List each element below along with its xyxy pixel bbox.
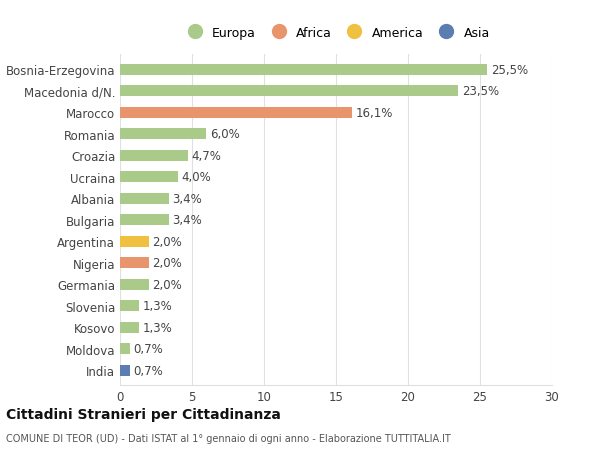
Bar (120, 151, 188, 161)
Text: 23,5%: 23,5% (462, 85, 499, 98)
Text: 3,4%: 3,4% (173, 192, 202, 205)
Text: 4,0%: 4,0% (181, 171, 211, 184)
Text: 1,3%: 1,3% (142, 300, 172, 313)
Bar (120, 172, 178, 183)
Text: 2,0%: 2,0% (152, 278, 182, 291)
Text: 2,0%: 2,0% (152, 235, 182, 248)
Bar (120, 194, 169, 204)
Text: COMUNE DI TEOR (UD) - Dati ISTAT al 1° gennaio di ogni anno - Elaborazione TUTTI: COMUNE DI TEOR (UD) - Dati ISTAT al 1° g… (6, 433, 451, 442)
Text: 0,7%: 0,7% (134, 342, 163, 356)
Text: 25,5%: 25,5% (491, 64, 528, 77)
Bar (120, 236, 149, 247)
Bar (120, 65, 487, 75)
Bar (120, 344, 130, 354)
Text: 16,1%: 16,1% (355, 106, 393, 119)
Legend: Europa, Africa, America, Asia: Europa, Africa, America, Asia (177, 22, 495, 45)
Bar (120, 86, 458, 97)
Bar (120, 301, 139, 312)
Bar (120, 108, 352, 118)
Text: 1,3%: 1,3% (142, 321, 172, 334)
Bar (120, 129, 206, 140)
Bar (120, 280, 149, 290)
Bar (120, 365, 130, 376)
Text: 3,4%: 3,4% (173, 214, 202, 227)
Text: 2,0%: 2,0% (152, 257, 182, 270)
Text: 4,7%: 4,7% (191, 150, 221, 162)
Text: 0,7%: 0,7% (134, 364, 163, 377)
Text: Cittadini Stranieri per Cittadinanza: Cittadini Stranieri per Cittadinanza (6, 407, 281, 421)
Bar (120, 215, 169, 226)
Bar (120, 258, 149, 269)
Text: 6,0%: 6,0% (210, 128, 240, 141)
Bar (120, 322, 139, 333)
